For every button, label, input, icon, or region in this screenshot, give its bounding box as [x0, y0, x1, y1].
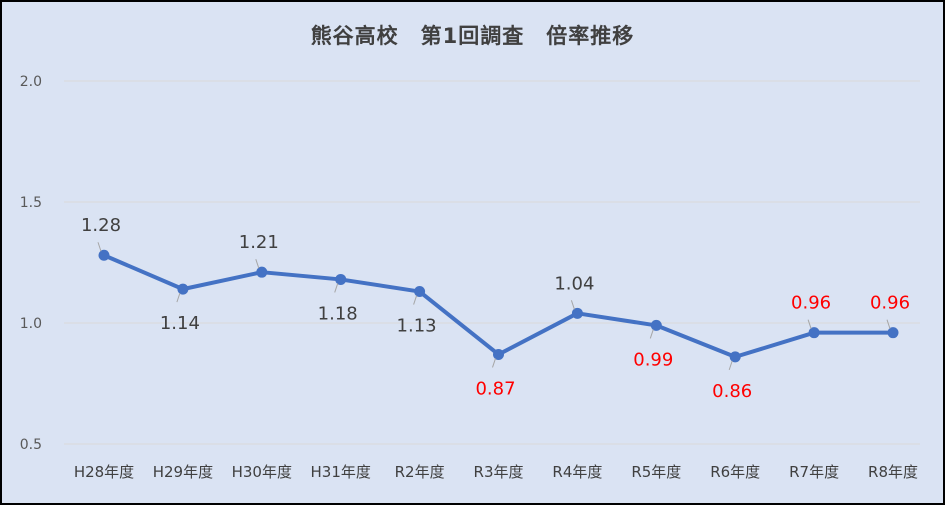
data-label: 0.96 [791, 293, 831, 314]
chart-title: 熊谷高校 第1回調査 倍率推移 [310, 24, 635, 48]
x-tick-label: H31年度 [311, 463, 371, 481]
label-leader-line [413, 295, 418, 305]
x-tick-label: H30年度 [232, 463, 292, 481]
label-leader-line [807, 319, 812, 329]
x-tick-label: R6年度 [710, 463, 760, 481]
label-leader-line [97, 242, 102, 252]
label-leader-line [886, 319, 891, 329]
y-tick-label: 0.5 [20, 437, 42, 453]
data-label: 1.18 [318, 303, 358, 324]
label-leader-line [255, 259, 260, 269]
x-tick-label: R8年度 [868, 463, 918, 481]
data-point [571, 307, 583, 319]
x-tick-label: H29年度 [153, 463, 213, 481]
x-tick-label: R7年度 [789, 463, 839, 481]
x-tick-label: R4年度 [552, 463, 602, 481]
y-tick-label: 1.0 [20, 316, 42, 332]
label-leader-line [728, 360, 733, 371]
y-tick-label: 1.5 [20, 195, 42, 211]
data-label: 0.87 [475, 378, 515, 399]
data-point [256, 266, 268, 278]
data-label: 1.04 [554, 273, 594, 294]
data-label: 0.99 [633, 349, 673, 370]
data-point [98, 249, 110, 261]
label-leader-line [176, 292, 181, 303]
label-leader-line [334, 283, 339, 293]
data-point [650, 319, 662, 331]
x-tick-label: H28年度 [74, 463, 134, 481]
label-leader-line [492, 358, 496, 368]
x-tick-label: R2年度 [395, 463, 445, 481]
data-label: 1.14 [160, 313, 200, 334]
data-label: 0.96 [870, 293, 910, 314]
series-line [102, 253, 895, 359]
x-tick-label: R5年度 [631, 463, 681, 481]
data-point [177, 283, 189, 295]
data-point [729, 351, 741, 363]
data-label: 0.86 [712, 381, 752, 402]
label-leader-line [649, 329, 654, 339]
x-tick-label: R3年度 [474, 463, 524, 481]
data-label: 1.21 [239, 232, 279, 253]
label-leader-line [570, 300, 575, 310]
data-label: 1.13 [397, 316, 437, 337]
data-point [414, 286, 426, 298]
data-point [887, 327, 899, 339]
data-point [808, 327, 820, 339]
data-point [493, 348, 504, 360]
y-tick-label: 2.0 [20, 74, 42, 90]
data-label: 1.28 [81, 215, 121, 236]
data-point [335, 273, 347, 285]
